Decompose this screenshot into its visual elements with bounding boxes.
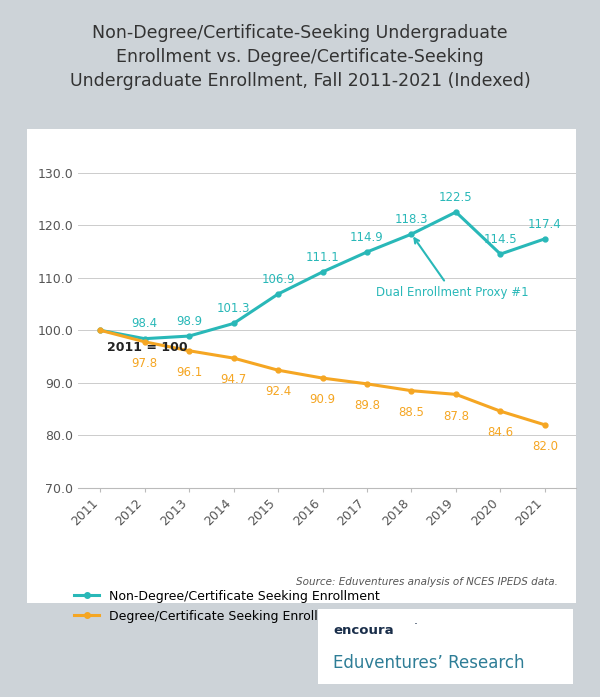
Text: 2011 = 100: 2011 = 100 <box>107 342 188 354</box>
Text: 106.9: 106.9 <box>261 273 295 286</box>
Text: 98.9: 98.9 <box>176 315 202 328</box>
Text: 101.3: 101.3 <box>217 302 250 315</box>
Text: 87.8: 87.8 <box>443 410 469 422</box>
Text: Source: Eduventures analysis of NCES IPEDS data.: Source: Eduventures analysis of NCES IPE… <box>296 577 558 587</box>
Text: Dual Enrollment Proxy #1: Dual Enrollment Proxy #1 <box>376 238 529 298</box>
Text: 96.1: 96.1 <box>176 366 202 379</box>
Text: 94.7: 94.7 <box>221 374 247 386</box>
Text: 97.8: 97.8 <box>131 357 158 370</box>
Text: 114.9: 114.9 <box>350 231 384 244</box>
Text: 98.4: 98.4 <box>131 317 158 330</box>
Text: 88.5: 88.5 <box>398 406 424 419</box>
Text: Eduventures’ Research: Eduventures’ Research <box>333 654 524 673</box>
Text: 118.3: 118.3 <box>395 213 428 226</box>
Text: Non-Degree/Certificate-Seeking Undergraduate
Enrollment vs. Degree/Certificate-S: Non-Degree/Certificate-Seeking Undergrad… <box>70 24 530 90</box>
Text: encoura: encoura <box>333 624 394 637</box>
Text: 114.5: 114.5 <box>484 233 517 246</box>
Text: 82.0: 82.0 <box>532 440 558 453</box>
Text: 111.1: 111.1 <box>305 251 340 263</box>
Text: 117.4: 117.4 <box>528 217 562 231</box>
Text: 92.4: 92.4 <box>265 385 291 399</box>
Text: 122.5: 122.5 <box>439 191 473 204</box>
Text: 90.9: 90.9 <box>310 393 335 406</box>
Text: 89.8: 89.8 <box>354 399 380 412</box>
Text: 84.6: 84.6 <box>487 427 514 440</box>
Legend: Non-Degree/Certificate Seeking Enrollment, Degree/Certificate Seeking Enrollment: Non-Degree/Certificate Seeking Enrollmen… <box>74 590 380 623</box>
Text: ·: · <box>414 618 418 631</box>
